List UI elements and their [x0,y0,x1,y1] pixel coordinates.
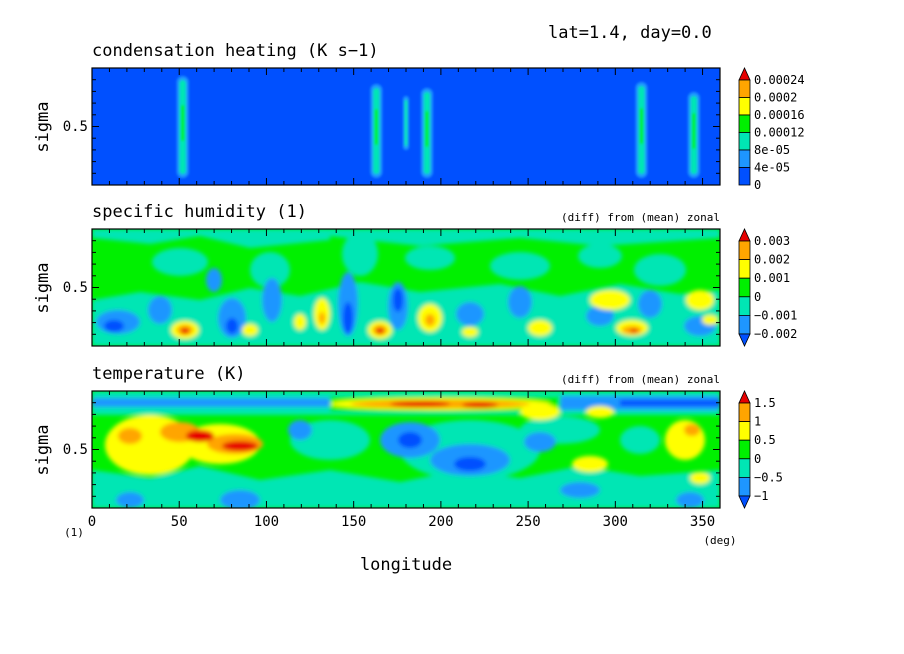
panel-condensation-heating: condensation heating (K s−1) 0.5 sigma 0… [33,41,805,192]
colorbar-label: 4e-05 [754,161,790,175]
x-tick-label: 250 [515,514,540,530]
heating-column [635,82,648,178]
colorbar-band [738,439,751,460]
colorbar: 0.003 0.002 0.001 0 −0.001 −0.002 [738,228,797,347]
y-tick-label: 0.5 [63,119,88,135]
heating-columns [176,76,700,178]
colorbar-label: 0.003 [754,234,790,248]
x-tick-label: 150 [341,514,366,530]
colorbar: 1.5 1 0.5 0 −0.5 −1 [738,390,783,509]
colorbar-band [738,314,751,335]
colorbar-label: 0.00012 [754,126,805,140]
colorbar-band [738,167,751,186]
heating-column [370,84,383,178]
blue-regions [104,288,403,334]
colorbar-label: 8e-05 [754,143,790,157]
colorbar-label: −0.5 [754,470,783,484]
colorbar-label: 0 [754,290,761,304]
heating-column [420,88,433,178]
colorbar-band [738,240,751,261]
panel-title: temperature (K) [92,364,246,384]
x-tick-label: 350 [690,514,715,530]
colorbar-band [738,79,751,98]
panel-subtitle: (diff) from (mean) zonal [561,211,720,224]
colorbar-label: 0.5 [754,433,776,447]
x-unit-label: (deg) [703,534,736,547]
colorbar-label: 1.5 [754,396,776,410]
x-tick-label: 0 [88,514,96,530]
panel-title: specific humidity (1) [92,202,307,222]
x-tick-label: 200 [428,514,453,530]
colorbar-band [738,421,751,441]
colorbar-band [738,476,751,497]
x-tick-labels: 0 50 100 150 200 250 300 350 [88,514,715,530]
x-tick-label: 300 [603,514,628,530]
colorbar-band [738,132,751,151]
colorbar-label: −0.002 [754,327,797,341]
blue-regions [398,432,486,471]
y-unit-label: (1) [64,526,84,539]
x-tick-label: 100 [254,514,279,530]
colorbar-label: 0.00016 [754,108,805,122]
y-tick-label: 0.5 [63,280,88,296]
colorbar-label: 0.001 [754,271,790,285]
colorbar-band [738,149,751,168]
colorbar-band [738,296,751,316]
x-tick-label: 50 [171,514,188,530]
colorbar-label: 0.0002 [754,91,797,105]
colorbar-band [738,259,751,279]
colorbar: 0.00024 0.0002 0.00016 0.00012 8e-05 4e-05 0 [738,67,805,192]
colorbar-label: 0 [754,452,761,466]
y-axis-label: sigma [33,424,53,475]
panel-specific-humidity: specific humidity (1) (diff) from (mean)… [33,202,797,347]
colorbar-label: −0.001 [754,308,797,322]
red-regions [181,328,638,334]
frame-ticks [91,391,721,508]
y-axis-label: sigma [33,101,53,152]
y-tick-label: 0.5 [63,442,88,458]
panel-temperature: temperature (K) (diff) from (mean) zonal [33,364,783,509]
heating-column [403,96,409,150]
panel-subtitle: (diff) from (mean) zonal [561,373,720,386]
colorbar-label: 0.002 [754,253,790,267]
colorbar-label: 0.00024 [754,73,805,87]
colorbar-band [738,114,751,133]
plot-info: lat=1.4, day=0.0 [548,23,712,43]
colorbar-label: 1 [754,415,761,429]
colorbar-band [738,402,751,423]
colorbar-band [738,97,751,116]
colorbar-label: 0 [754,178,761,192]
colorbar-band [738,458,751,478]
colorbar-band [738,277,751,298]
y-axis-label: sigma [33,262,53,313]
heating-column [176,76,189,178]
red-regions [186,430,258,451]
panel-title: condensation heating (K s−1) [92,41,379,61]
x-axis-label: longitude [360,555,452,575]
colorbar-label: −1 [754,489,768,503]
cyan-regions [92,229,720,346]
frame-ticks [91,229,721,346]
frame-ticks [91,68,721,185]
heating-column [687,92,700,178]
